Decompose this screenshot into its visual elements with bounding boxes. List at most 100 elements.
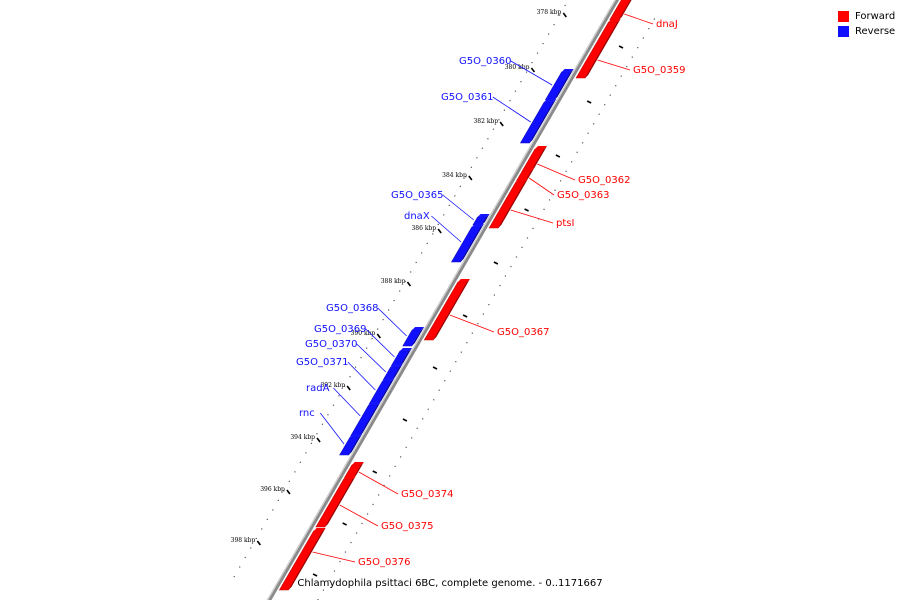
gene-bevel bbox=[400, 348, 412, 366]
gene-feature[interactable] bbox=[423, 281, 468, 341]
scale-dot bbox=[609, 94, 611, 96]
gene-bevel bbox=[350, 434, 363, 437]
gene-bevel bbox=[471, 224, 484, 227]
genome-backbone-highlight bbox=[267, 0, 616, 600]
scale-dot bbox=[383, 484, 385, 487]
gene-connector bbox=[377, 307, 407, 337]
tick-label: 384 kbp bbox=[442, 172, 467, 179]
gene-label: G5O_0363 bbox=[557, 190, 609, 201]
gene-bevel bbox=[378, 378, 395, 404]
gene-label: G5O_0370 bbox=[305, 339, 357, 350]
scale-dot bbox=[547, 33, 550, 35]
gene-connector bbox=[319, 412, 345, 445]
legend-forward: Forward bbox=[838, 9, 895, 24]
tick-mark bbox=[372, 470, 378, 474]
scale-dot bbox=[520, 81, 522, 83]
gene-bevel bbox=[399, 348, 412, 351]
scale-dot bbox=[266, 518, 268, 521]
gene-feature[interactable] bbox=[575, 21, 619, 79]
scale-dot bbox=[272, 509, 274, 511]
gene-bevel bbox=[498, 179, 528, 228]
tick-mark bbox=[468, 175, 473, 181]
gene-label: G5O_0375 bbox=[381, 521, 433, 532]
scale-dot bbox=[322, 589, 325, 591]
scale-dot bbox=[626, 66, 628, 68]
gene-bevel bbox=[554, 69, 574, 100]
scale-dot bbox=[455, 361, 457, 363]
scale-dot bbox=[360, 357, 362, 359]
gene-connector bbox=[347, 361, 376, 391]
gene-bevel bbox=[585, 19, 621, 78]
gene-label: G5O_0374 bbox=[401, 489, 453, 500]
scale-dot bbox=[571, 161, 573, 163]
scale-dot bbox=[422, 418, 424, 420]
scale-dot bbox=[598, 113, 600, 115]
gene-bevel bbox=[618, 0, 632, 20]
gene-bevel bbox=[608, 19, 621, 22]
scale-dot bbox=[576, 151, 578, 153]
genome-backbone bbox=[266, 0, 620, 600]
scale-dot bbox=[471, 332, 473, 334]
gene-bevel bbox=[353, 462, 364, 478]
gene-bevel bbox=[531, 146, 547, 171]
scale-dot bbox=[565, 170, 567, 172]
scale-dot bbox=[394, 465, 396, 467]
scale-dot bbox=[510, 265, 512, 268]
gene-label: G5O_0360 bbox=[459, 56, 511, 67]
legend: Forward Reverse bbox=[838, 9, 895, 39]
scale-dot bbox=[504, 275, 507, 277]
scale-dot bbox=[615, 85, 617, 87]
scale-dot bbox=[465, 176, 467, 178]
scale-dot bbox=[393, 299, 395, 302]
scale-dot bbox=[410, 271, 412, 273]
gene-bevel bbox=[359, 402, 381, 436]
scale-dot bbox=[481, 147, 483, 149]
scale-dot bbox=[432, 233, 434, 235]
gene-label: G5O_0365 bbox=[391, 190, 443, 201]
scale-dot bbox=[277, 499, 279, 502]
gene-connector bbox=[528, 177, 555, 196]
scale-dot bbox=[411, 437, 413, 439]
tick-label: 378 kbp bbox=[537, 9, 562, 16]
scale-dot bbox=[399, 290, 401, 292]
scale-dot bbox=[653, 18, 655, 20]
scale-dot bbox=[388, 309, 390, 311]
scale-dot bbox=[427, 408, 429, 410]
scale-dot bbox=[338, 395, 340, 397]
scale-dot bbox=[261, 528, 263, 530]
scale-dot bbox=[448, 204, 450, 206]
gene-bevel bbox=[288, 528, 326, 590]
scale-dot bbox=[488, 303, 490, 306]
tick-mark bbox=[256, 540, 261, 546]
scale-dot bbox=[416, 427, 418, 429]
scale-dot bbox=[554, 189, 556, 191]
gene-bevel bbox=[477, 214, 490, 217]
gene-label: radA bbox=[306, 383, 330, 394]
scale-dot bbox=[503, 109, 506, 111]
scale-dot bbox=[310, 442, 313, 444]
scale-dot bbox=[354, 366, 357, 368]
tick-mark bbox=[346, 385, 351, 391]
gene-bevel bbox=[411, 327, 425, 346]
tick-mark bbox=[562, 12, 567, 18]
gene-connector bbox=[510, 209, 554, 224]
tick-mark bbox=[376, 333, 381, 339]
scale-dot bbox=[499, 284, 501, 287]
scale-dot bbox=[405, 446, 407, 448]
scale-dot bbox=[444, 380, 446, 382]
scale-dot bbox=[642, 37, 644, 39]
scale-dot bbox=[377, 328, 379, 330]
gene-bevel bbox=[460, 224, 484, 262]
scale-dot bbox=[531, 62, 533, 64]
scale-dot bbox=[498, 119, 500, 121]
scale-dot bbox=[532, 227, 534, 230]
gene-bevel bbox=[481, 214, 490, 225]
scale-dot bbox=[558, 14, 561, 16]
scale-dot bbox=[637, 47, 639, 49]
gene-bevel bbox=[561, 69, 574, 72]
scale-dot bbox=[371, 338, 373, 340]
scale-dot bbox=[514, 90, 517, 92]
gene-connector bbox=[356, 343, 387, 373]
scale-dots bbox=[233, 4, 655, 600]
